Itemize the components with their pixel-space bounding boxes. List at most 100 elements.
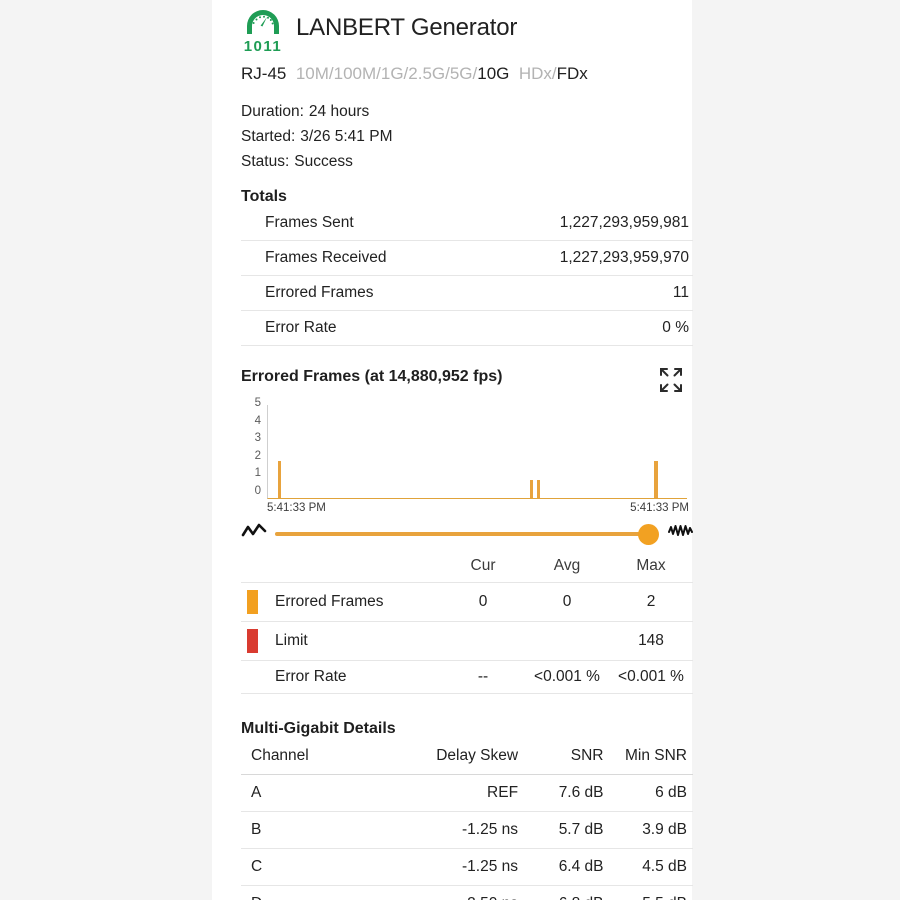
mgig-header-min-snr: Min SNR	[611, 738, 693, 775]
legend-row: Errored Frames 0 0 2	[241, 582, 693, 622]
high-frequency-wave-icon[interactable]	[667, 523, 693, 544]
mgig-header-snr: SNR	[528, 738, 612, 775]
chart-legend-table: Cur Avg Max Errored Frames 0 0 2 Limit 148 Err…	[241, 550, 693, 694]
status-row: Status: Success	[241, 149, 692, 174]
legend-color-swatch	[247, 629, 258, 653]
mgig-delay-skew: -2.50 ns	[392, 885, 529, 900]
started-value: 3/26 5:41 PM	[300, 128, 393, 145]
table-row: B -1.25 ns 5.7 dB 3.9 dB	[241, 811, 693, 849]
chart-y-tick: 4	[254, 414, 261, 427]
slider-track[interactable]	[275, 532, 653, 536]
totals-key: Frames Sent	[241, 206, 477, 241]
report-sheet: 1011 LANBERT Generator RJ-45 10M/100M/1G…	[212, 0, 693, 900]
legend-max: <0.001 %	[609, 660, 693, 694]
totals-value: 1,227,293,959,970	[476, 240, 693, 276]
fullscreen-expand-icon[interactable]	[656, 365, 686, 395]
mgig-header-channel: Channel	[241, 738, 393, 775]
app-header: 1011 LANBERT Generator	[228, 0, 692, 60]
link-connector: RJ-45	[241, 64, 287, 83]
legend-cur: 0	[441, 582, 525, 622]
legend-header-avg: Avg	[525, 550, 609, 583]
chart-y-tick: 3	[254, 432, 261, 445]
chart-title: Errored Frames (at 14,880,952 fps)	[241, 368, 503, 385]
legend-avg	[525, 621, 609, 661]
mgig-title: Multi-Gigabit Details	[241, 720, 396, 737]
mgig-channel: C	[241, 848, 393, 886]
legend-max: 148	[609, 621, 693, 661]
chart-y-tick: 1	[254, 467, 261, 480]
chart-y-axis: 5 4 3 2 1 0	[241, 397, 261, 500]
legend-header-cur: Cur	[441, 550, 525, 583]
chart-header: Errored Frames (at 14,880,952 fps)	[228, 368, 692, 394]
mgig-snr: 7.6 dB	[528, 774, 612, 812]
legend-avg: 0	[525, 582, 609, 622]
table-row: Error Rate 0 %	[241, 310, 693, 346]
totals-value: 11	[476, 275, 693, 311]
legend-row: Error Rate -- <0.001 % <0.001 %	[241, 660, 693, 694]
legend-cur	[441, 621, 525, 661]
legend-swatch-cell	[241, 582, 269, 622]
table-row: Errored Frames 11	[241, 275, 693, 311]
mgig-snr: 5.7 dB	[528, 811, 612, 849]
table-row: Frames Received 1,227,293,959,970	[241, 240, 693, 276]
low-frequency-wave-icon[interactable]	[241, 523, 267, 544]
page-title: LANBERT Generator	[296, 14, 518, 41]
mgig-channel: A	[241, 774, 393, 812]
chart-bar	[536, 479, 541, 498]
started-label: Started:	[241, 128, 296, 145]
mgig-table: Channel Delay Skew SNR Min SNR A REF 7.6 d…	[241, 738, 693, 900]
time-scale-slider[interactable]	[241, 520, 693, 550]
chart-plot-area	[267, 405, 687, 499]
link-summary: RJ-45 10M/100M/1G/2.5G/5G/10G HDx/FDx	[228, 64, 692, 84]
duration-value: 24 hours	[308, 103, 370, 120]
logo-digits: 1011	[243, 38, 283, 55]
mgig-delay-skew: -1.25 ns	[392, 848, 529, 886]
totals-key: Errored Frames	[241, 275, 477, 311]
legend-header-name	[269, 550, 441, 583]
legend-swatch-cell	[241, 660, 269, 694]
table-row: Frames Sent 1,227,293,959,981	[241, 206, 693, 241]
table-row: C -1.25 ns 6.4 dB 4.5 dB	[241, 848, 693, 886]
link-speed-active: 10G	[477, 64, 510, 83]
table-row: D-2.50 ns6.8 dB5.5 dB	[241, 885, 693, 900]
mgig-header-delay-skew: Delay Skew	[392, 738, 529, 775]
started-row: Started: 3/26 5:41 PM	[241, 124, 692, 149]
chart-bar	[277, 461, 282, 498]
totals-value: 1,227,293,959,981	[476, 206, 693, 241]
slider-thumb[interactable]	[638, 524, 659, 545]
mgig-snr: 6.8 dB	[528, 885, 612, 900]
link-speeds-inactive: 10M/100M/1G/2.5G/5G/	[295, 64, 478, 83]
link-duplex-active: FDx	[556, 64, 588, 83]
mgig-channel: B	[241, 811, 393, 849]
duration-label: Duration:	[241, 103, 304, 120]
legend-series-name: Error Rate	[269, 660, 441, 694]
mgig-delay-skew: -1.25 ns	[392, 811, 529, 849]
mgig-header-row: Channel Delay Skew SNR Min SNR	[241, 738, 693, 775]
legend-max: 2	[609, 582, 693, 622]
chart-x-label-left: 5:41:33 PM	[267, 502, 326, 514]
mgig-channel: D	[241, 885, 393, 900]
totals-key: Error Rate	[241, 310, 477, 346]
legend-header-row: Cur Avg Max	[241, 550, 693, 583]
mgig-min-snr: 3.9 dB	[611, 811, 693, 849]
legend-series-name: Errored Frames	[269, 582, 441, 622]
chart-x-label-right: 5:41:33 PM	[630, 502, 689, 514]
chart-y-tick: 5	[254, 397, 261, 409]
table-row: A REF 7.6 dB 6 dB	[241, 774, 693, 812]
totals-title: Totals	[241, 188, 287, 205]
chart-y-tick: 2	[254, 449, 261, 462]
status-badge: Success	[294, 153, 353, 170]
legend-swatch-cell	[241, 621, 269, 661]
mgig-min-snr: 5.5 dB	[611, 885, 693, 900]
legend-color-swatch	[247, 590, 258, 614]
legend-cur: --	[441, 660, 525, 694]
legend-row: Limit 148	[241, 621, 693, 661]
errored-frames-chart: 5 4 3 2 1 0 5:41:33 PM 5:41:33 PM	[241, 397, 693, 518]
chart-y-tick: 0	[254, 485, 261, 497]
status-label: Status:	[241, 153, 290, 170]
legend-avg: <0.001 %	[525, 660, 609, 694]
test-meta: Duration: 24 hours Started: 3/26 5:41 PM S…	[228, 99, 692, 174]
speedometer-icon: 1011	[240, 6, 286, 60]
totals-value: 0 %	[476, 310, 693, 346]
